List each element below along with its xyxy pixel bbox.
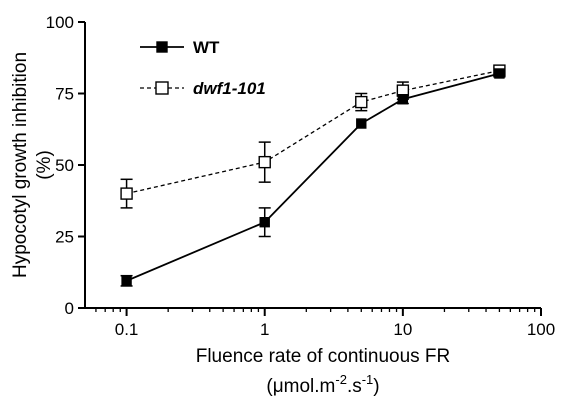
legend-label-dwf1-101: dwf1-101 [193,79,266,98]
data-point-wt [397,94,409,105]
legend-marker-wt [156,41,168,53]
data-point-dwf1-101 [120,187,133,200]
y-tick-label: 75 [55,85,74,104]
data-point-wt [259,216,270,228]
x-axis-unit-part: ) [373,376,379,397]
series-line-wt [126,72,500,282]
y-axis-label: Hypocotyl growth inhibition (%) [10,52,55,278]
data-point-wt [494,68,505,79]
x-tick-label: 10 [393,320,412,339]
x-tick-label: 0.1 [115,320,139,339]
y-tick-label: 0 [65,299,74,318]
x-axis-unit: (μmol.m-2.s-1) [266,372,379,397]
y-tick-label: 50 [55,156,74,175]
data-point-wt [121,275,132,287]
y-axis-label-line2: (%) [34,150,55,180]
data-point-wt [356,118,367,129]
y-tick-label: 100 [46,13,74,32]
x-tick-label: 100 [527,320,555,339]
x-axis-label: Fluence rate of continuous FR [196,346,451,367]
data-point-dwf1-101 [258,155,271,169]
x-axis-unit-part: (μmol.m [266,376,335,397]
x-axis-unit-sup: -1 [362,372,374,387]
legend-marker-dwf1-101 [155,81,169,95]
x-tick-label: 1 [260,320,269,339]
y-tick-label: 25 [55,228,74,247]
x-axis-unit-part: .s [347,376,362,397]
x-axis-unit-sup: -2 [335,372,347,387]
legend-label-wt: WT [193,38,220,57]
y-axis-label-line1: Hypocotyl growth inhibition [10,52,31,278]
data-point-dwf1-101 [355,95,368,109]
